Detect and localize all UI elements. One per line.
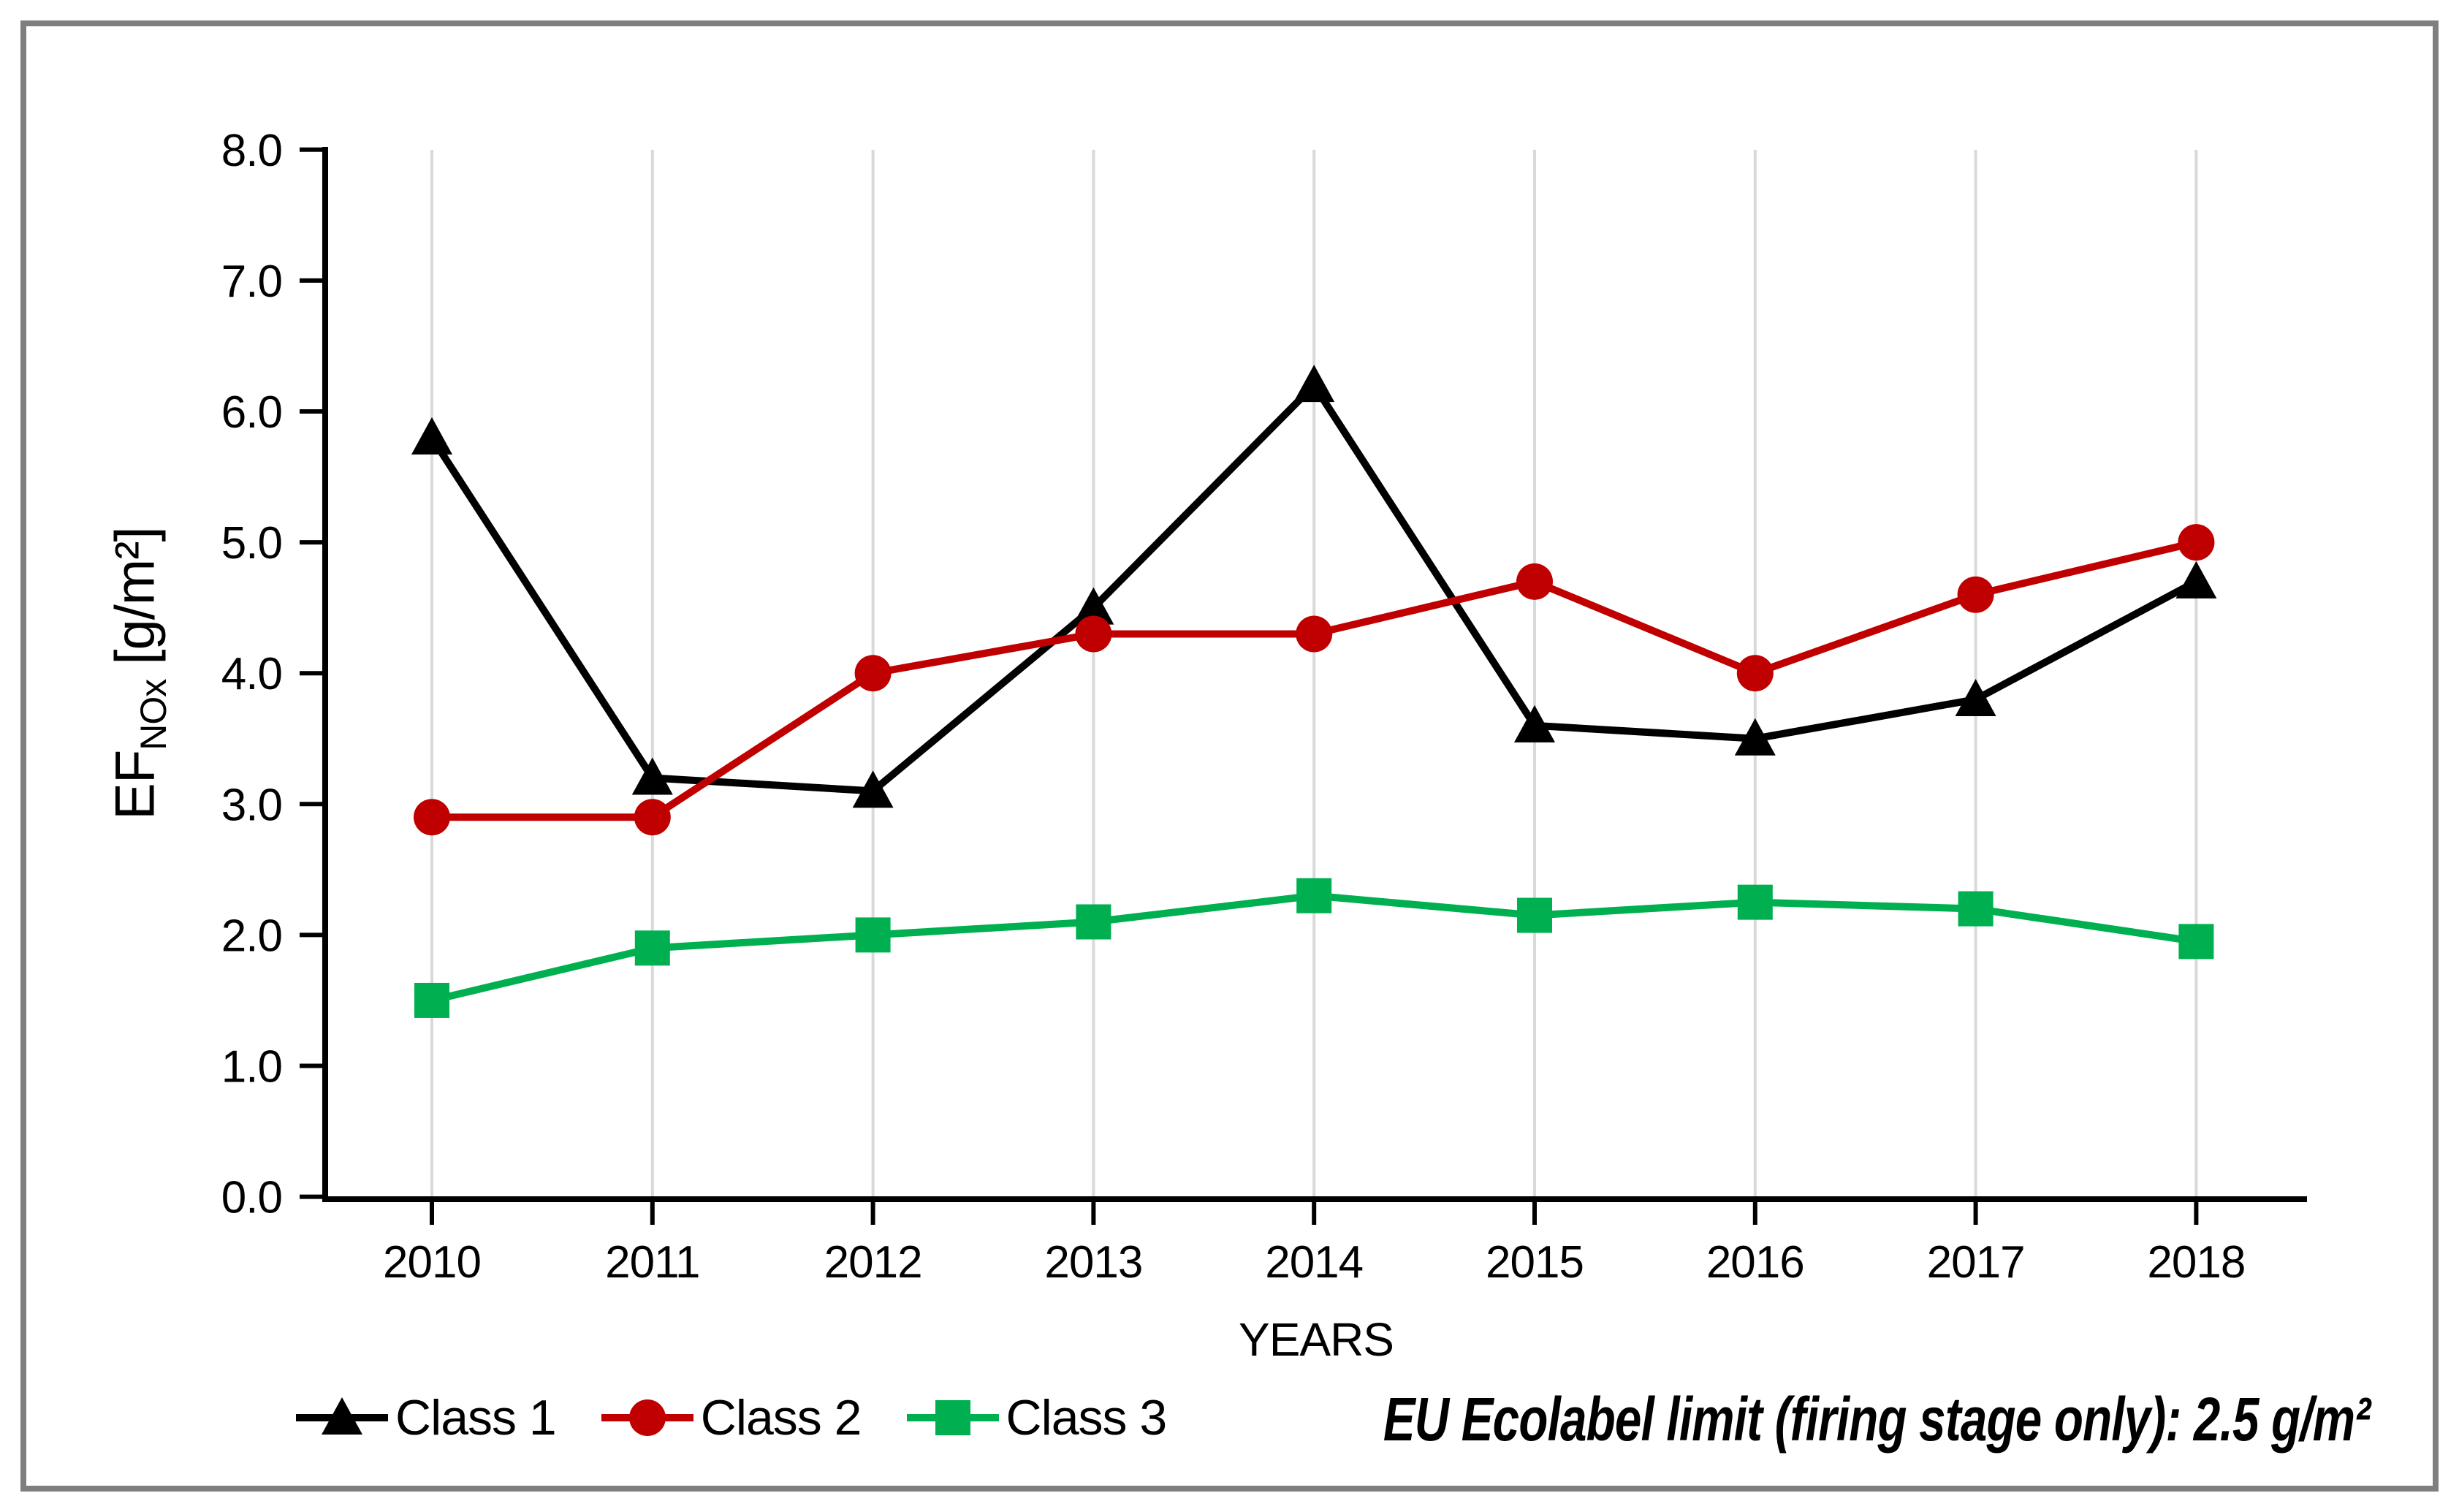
marker-circle: [2178, 524, 2215, 561]
marker-circle: [1736, 655, 1774, 692]
y-tick-label: 3.0: [221, 780, 282, 830]
y-tick-label: 5.0: [221, 518, 282, 569]
marker-circle: [414, 799, 450, 836]
x-tick-label: 2015: [1486, 1237, 1584, 1288]
legend-marker-triangle-icon: [296, 1397, 388, 1435]
x-tick-label: 2017: [1927, 1237, 2025, 1288]
x-tick-label: 2011: [605, 1237, 699, 1288]
series-class-1: [411, 365, 2217, 808]
y-axis-title: EFNOx [g/m²]: [58, 150, 219, 1197]
marker-square: [2178, 924, 2214, 960]
legend: Class 1 Class 2 Class 3: [296, 1383, 1212, 1452]
marker-triangle: [1734, 718, 1776, 756]
marker-triangle: [1293, 365, 1335, 403]
marker-circle: [854, 655, 892, 692]
marker-square: [935, 1400, 970, 1435]
marker-triangle: [1955, 679, 1996, 717]
y-axis-title-text: EFNOx [g/m²]: [103, 527, 174, 819]
marker-square: [1958, 891, 1994, 927]
y-tick-label: 7.0: [221, 257, 282, 307]
ecolabel-limit-annotation: EU Ecolabel limit (firing stage only): 2…: [1383, 1385, 2371, 1454]
marker-triangle: [1073, 587, 1114, 625]
y-tick-label: 6.0: [221, 387, 282, 438]
marker-square: [1296, 878, 1332, 913]
legend-item-class-1: Class 1: [296, 1383, 557, 1452]
series-class-2: [414, 524, 2215, 836]
legend-marker-circle-icon: [601, 1399, 693, 1436]
series-class-3: [414, 878, 2214, 1018]
x-tick-label: 2018: [2147, 1237, 2245, 1288]
marker-square: [855, 917, 891, 953]
y-axis-title-subscript: NOx: [132, 679, 174, 751]
y-tick-label: 2.0: [221, 911, 282, 961]
y-tick-label: 0.0: [221, 1173, 282, 1223]
marker-circle: [1516, 563, 1553, 600]
y-tick-label: 4.0: [221, 649, 282, 699]
y-tick-label: 8.0: [221, 126, 282, 176]
marker-circle: [1957, 576, 1994, 613]
marker-triangle: [631, 757, 673, 795]
marker-triangle: [411, 417, 452, 455]
legend-label: Class 1: [395, 1390, 557, 1445]
legend-item-class-2: Class 2: [601, 1383, 862, 1452]
x-axis-title: YEARS: [1239, 1313, 1394, 1366]
legend-item-class-3: Class 3: [906, 1383, 1168, 1452]
legend-marker-square-icon: [906, 1400, 999, 1435]
x-tick-label: 2010: [383, 1237, 481, 1288]
marker-triangle: [2175, 561, 2217, 599]
legend-label: Class 3: [1006, 1390, 1168, 1445]
x-tick-label: 2013: [1044, 1237, 1142, 1288]
x-tick-label: 2016: [1706, 1237, 1804, 1288]
marker-square: [1517, 897, 1552, 933]
y-axis-title-main: EF: [104, 750, 167, 820]
marker-square: [1737, 884, 1773, 920]
marker-triangle: [322, 1397, 362, 1435]
marker-triangle: [852, 770, 894, 808]
marker-square: [414, 982, 449, 1018]
marker-square: [634, 930, 670, 966]
marker-circle: [1075, 615, 1112, 653]
legend-label: Class 2: [700, 1390, 862, 1445]
figure-frame: [20, 20, 2439, 1492]
y-axis-title-units: [g/m²]: [104, 527, 167, 665]
marker-circle: [628, 1399, 666, 1436]
marker-circle: [634, 799, 671, 836]
x-tick-label: 2014: [1265, 1237, 1363, 1288]
y-tick-label: 1.0: [221, 1042, 282, 1093]
marker-square: [1076, 904, 1111, 940]
marker-circle: [1296, 615, 1333, 653]
x-tick-label: 2012: [824, 1237, 922, 1288]
marker-triangle: [1514, 704, 1555, 742]
